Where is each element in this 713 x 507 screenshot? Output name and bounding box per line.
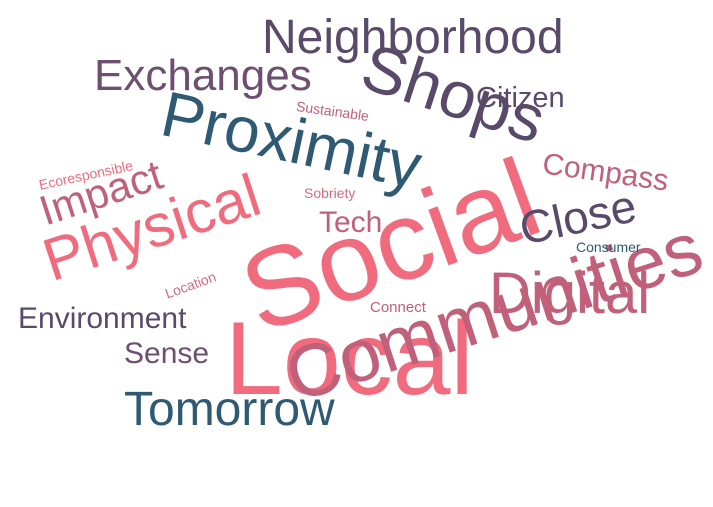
word-tomorrow: Tomorrow bbox=[124, 383, 335, 436]
word-local: Local bbox=[225, 301, 474, 417]
word-tech: Tech bbox=[319, 206, 383, 239]
word-citizen: Citizen bbox=[476, 82, 565, 114]
word-neighborhood: Neighborhood bbox=[262, 11, 564, 64]
word-environment: Environment bbox=[18, 302, 187, 335]
word-digital: Digital bbox=[489, 261, 651, 326]
word-sense: Sense bbox=[124, 337, 210, 370]
word-exchanges: Exchanges bbox=[94, 51, 312, 100]
word-location: Location bbox=[162, 268, 219, 302]
word-sobriety: Sobriety bbox=[304, 185, 356, 201]
word-connect: Connect bbox=[370, 299, 426, 316]
word-consumer: Consumer bbox=[576, 239, 641, 255]
